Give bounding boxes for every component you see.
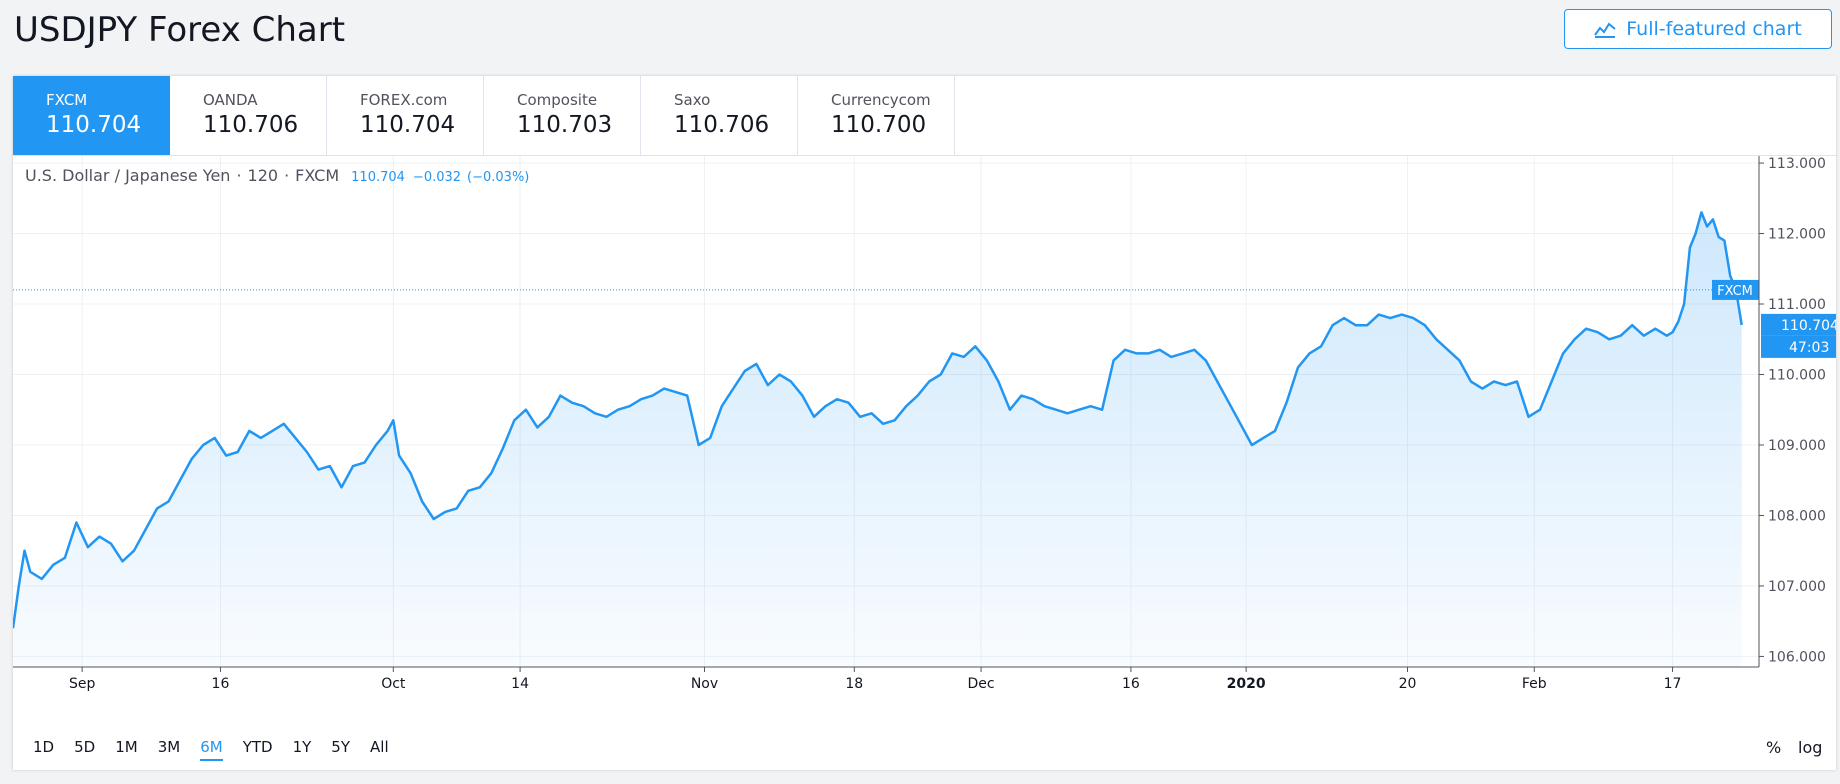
- tab-fxcm[interactable]: FXCM 110.704: [13, 76, 170, 155]
- full-featured-chart-label: Full-featured chart: [1626, 18, 1802, 40]
- chart-card: FXCM 110.704 OANDA 110.706 FOREX.com 110…: [13, 76, 1836, 770]
- legend-separator: ·: [284, 166, 290, 185]
- price-chart[interactable]: FXCM 113.000 112.000 111.000 110.000 109.000 1…: [13, 156, 1836, 724]
- tab-price: 110.704: [360, 112, 456, 138]
- full-featured-chart-button[interactable]: Full-featured chart: [1564, 9, 1832, 49]
- broker-tabs: FXCM 110.704 OANDA 110.706 FOREX.com 110…: [13, 76, 955, 155]
- range-1y[interactable]: 1Y: [292, 738, 312, 756]
- countdown-label-bg: [1761, 335, 1836, 358]
- last-price-label-bg: [1761, 313, 1836, 336]
- y-tick-label: 113.000: [1768, 156, 1826, 172]
- tab-name: Saxo: [674, 91, 711, 109]
- x-tick-label: Sep: [69, 676, 96, 692]
- y-tick-label: 106.000: [1768, 649, 1826, 665]
- x-tick-label: 20: [1399, 676, 1417, 692]
- x-tick-label: 2020: [1227, 676, 1266, 692]
- last-price-label: 110.704: [1781, 318, 1836, 334]
- range-toolbar: 1D 5D 1M 3M 6M YTD 1Y 5Y All % log: [13, 724, 1836, 770]
- y-tick-label: 111.000: [1768, 297, 1826, 313]
- percent-scale-button[interactable]: %: [1766, 738, 1782, 757]
- range-1d[interactable]: 1D: [33, 738, 55, 756]
- range-5d[interactable]: 5D: [74, 738, 96, 756]
- tab-forex-com[interactable]: FOREX.com 110.704: [327, 76, 484, 155]
- tab-price: 110.703: [517, 112, 613, 138]
- x-tick-label: 18: [845, 676, 863, 692]
- tab-name: OANDA: [203, 91, 258, 109]
- y-tick-label: 112.000: [1768, 227, 1826, 243]
- tab-name: Composite: [517, 91, 598, 109]
- countdown-label: 47:03: [1789, 340, 1829, 356]
- legend-symbol: U.S. Dollar / Japanese Yen: [25, 166, 231, 185]
- legend-interval: 120: [247, 166, 279, 185]
- y-tick-label: 108.000: [1768, 508, 1826, 524]
- price-area-fill: [13, 212, 1742, 667]
- tab-composite[interactable]: Composite 110.703: [484, 76, 641, 155]
- tab-name: Currencycom: [831, 91, 931, 109]
- tab-name: FXCM: [46, 91, 88, 109]
- y-tick-label: 109.000: [1768, 438, 1826, 454]
- x-tick-label: 17: [1664, 676, 1682, 692]
- tab-currencycom[interactable]: Currencycom 110.700: [798, 76, 955, 155]
- range-5y[interactable]: 5Y: [331, 738, 351, 756]
- tab-oanda[interactable]: OANDA 110.706: [170, 76, 327, 155]
- tab-price: 110.706: [674, 112, 770, 138]
- legend-separator: ·: [236, 166, 242, 185]
- x-tick-label: 14: [511, 676, 529, 692]
- chart-legend: U.S. Dollar / Japanese Yen · 120 · FXCM …: [25, 166, 529, 185]
- tab-price: 110.700: [831, 112, 927, 138]
- tab-price: 110.706: [203, 112, 299, 138]
- legend-last-price: 110.704: [351, 170, 405, 185]
- range-3m[interactable]: 3M: [157, 738, 181, 756]
- x-tick-label: 16: [1122, 676, 1140, 692]
- reference-label: FXCM: [1717, 284, 1753, 299]
- range-all[interactable]: All: [370, 738, 389, 756]
- x-tick-label: Dec: [968, 676, 995, 692]
- legend-change-pct: (−0.03%): [467, 170, 530, 185]
- legend-source: FXCM: [295, 166, 340, 185]
- log-scale-button[interactable]: log: [1798, 738, 1823, 757]
- reference-label-bg: [1712, 279, 1759, 300]
- y-tick-label: 110.000: [1768, 367, 1826, 383]
- x-tick-label: Oct: [381, 676, 406, 692]
- tab-price: 110.704: [46, 112, 142, 138]
- tab-saxo[interactable]: Saxo 110.706: [641, 76, 798, 155]
- x-tick-label: Nov: [691, 676, 718, 692]
- tab-name: FOREX.com: [360, 91, 448, 109]
- range-6m[interactable]: 6M: [200, 738, 223, 761]
- range-1m[interactable]: 1M: [115, 738, 138, 756]
- chart-trend-icon: [1594, 22, 1616, 38]
- y-tick-label: 107.000: [1768, 579, 1826, 595]
- x-tick-label: Feb: [1522, 676, 1547, 692]
- page-title: USDJPY Forex Chart: [14, 10, 346, 50]
- x-tick-label: 16: [212, 676, 230, 692]
- legend-change: −0.032: [412, 170, 462, 185]
- tabs-divider: [13, 155, 1836, 156]
- range-ytd[interactable]: YTD: [242, 738, 273, 756]
- price-line: [13, 211, 1743, 629]
